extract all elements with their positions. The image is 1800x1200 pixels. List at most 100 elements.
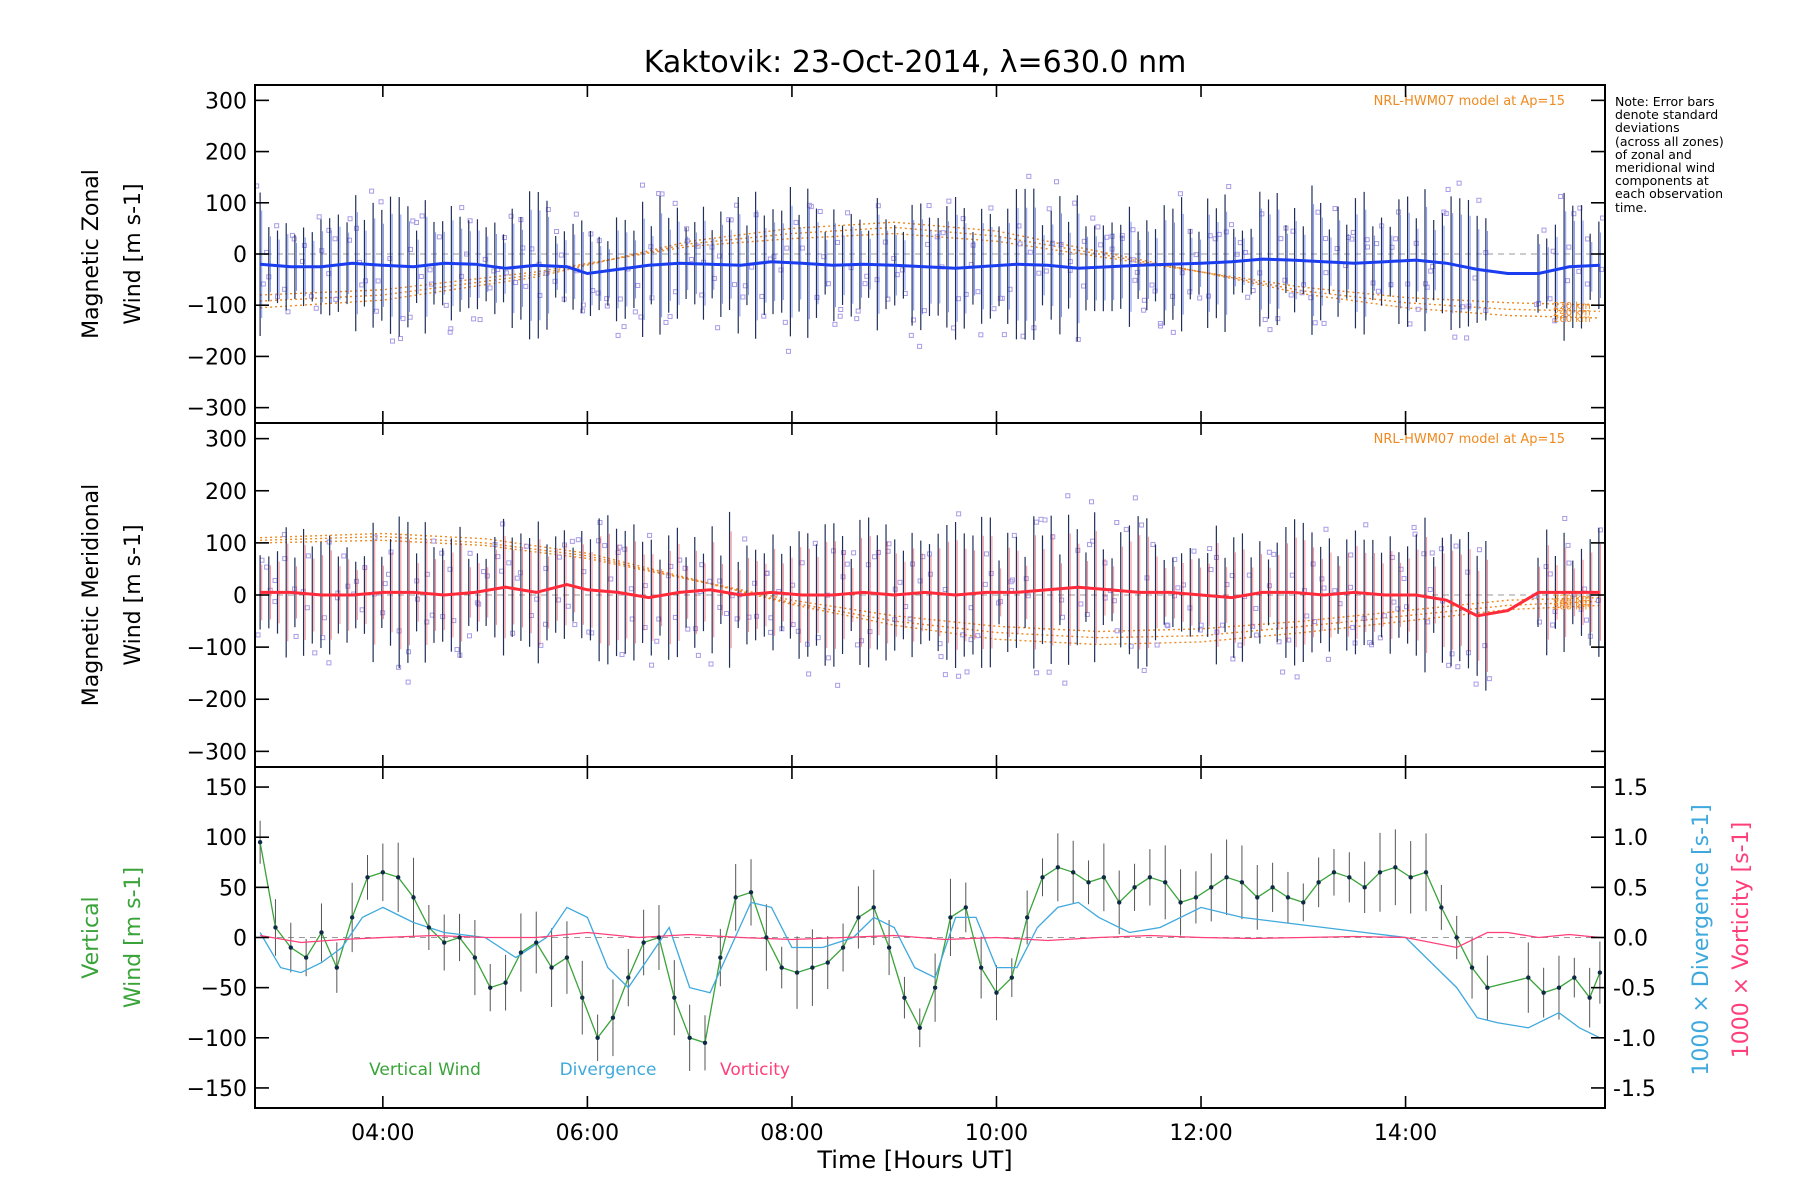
- vertical-wind-point: [1541, 990, 1546, 995]
- vertical-wind-point: [1040, 875, 1045, 880]
- vertical-wind-point: [365, 875, 370, 880]
- zonal-zone-sample: [552, 278, 558, 284]
- vertical-wind-point: [1193, 895, 1199, 900]
- zonal-zone-sample: [975, 289, 981, 295]
- zonal-zone-sample: [326, 227, 332, 233]
- meridional-zone-sample: [1566, 560, 1572, 566]
- zonal-zone-sample: [389, 338, 395, 344]
- zonal-zone-sample: [1566, 244, 1572, 250]
- zonal-zone-sample: [899, 267, 905, 273]
- y2-tick-label: -1.5: [1613, 1077, 1656, 1102]
- meridional-zone-sample: [1289, 572, 1295, 578]
- zonal-zone-sample: [615, 332, 621, 338]
- y2-tick-label: -0.5: [1613, 977, 1656, 1002]
- meridional-zone-sample: [1401, 575, 1407, 581]
- meridional-zone-sample: [1438, 546, 1444, 552]
- meridional-zone-sample: [768, 629, 774, 635]
- zonal-zone-sample: [1179, 270, 1185, 276]
- zonal-zone-sample: [656, 191, 662, 197]
- vertical-error-bars: [259, 820, 1601, 1071]
- zonal-zone-sample: [1600, 215, 1606, 221]
- zonal-zone-sample: [635, 282, 641, 288]
- zonal-zone-sample: [1585, 236, 1591, 242]
- meridional-zone-sample: [304, 605, 310, 611]
- meridional-zone-sample: [1547, 571, 1553, 577]
- zonal-zone-sample: [717, 253, 723, 259]
- zonal-zone-sample: [1141, 307, 1147, 313]
- zonal-zone-sample: [659, 191, 665, 197]
- meridional-zone-sample: [835, 682, 841, 688]
- zonal-zone-sample: [319, 248, 325, 254]
- meridional-zone-sample: [872, 554, 878, 560]
- zonal-zone-sample: [1130, 227, 1136, 233]
- zonal-zone-sample: [285, 309, 291, 315]
- vertical-wind-point: [672, 995, 677, 1000]
- vertical-wind-point: [1239, 880, 1245, 885]
- meridional-zone-sample: [1404, 604, 1410, 610]
- vertical-wind-point: [595, 1035, 600, 1040]
- y-tick-label: −200: [187, 688, 247, 713]
- zonal-zone-sample: [467, 218, 473, 224]
- meridional-zone-sample: [984, 551, 990, 557]
- meridional-zone-sample: [656, 616, 662, 622]
- zonal-zone-sample: [447, 329, 453, 335]
- meridional-zone-sample: [353, 578, 359, 584]
- meridional-zone-sample: [293, 633, 299, 639]
- error-bar-note: Note: Error bars denote standard deviati…: [1615, 94, 1724, 215]
- zonal-zone-sample: [418, 274, 424, 280]
- vertical-wind-point: [1408, 875, 1413, 880]
- zonal-zone-sample: [793, 219, 799, 225]
- zonal-zone-sample: [347, 237, 353, 243]
- zonal-zone-sample: [1576, 268, 1582, 274]
- y2-tick-label: 0.0: [1613, 927, 1648, 952]
- meridional-plot: [255, 493, 1605, 691]
- meridional-zone-sample: [1078, 601, 1084, 607]
- meridional-zone-sample: [825, 655, 831, 661]
- zonal-zone-sample: [1375, 288, 1381, 294]
- vertical-y-label-bottom: Wind [m s-1]: [121, 867, 146, 1008]
- meridional-zone-sample: [1132, 495, 1138, 501]
- x-tick-label: 04:00: [351, 1121, 414, 1146]
- meridional-zone-sample: [575, 537, 581, 543]
- vertical-wind-point: [871, 905, 876, 910]
- meridional-zone-sample: [1062, 680, 1068, 686]
- meridional-y-label-top: Magnetic Meridional: [79, 484, 104, 706]
- zonal-zone-sample: [1323, 236, 1329, 242]
- vertical-wind-point: [1224, 875, 1229, 880]
- zonal-zone-sample: [1242, 249, 1248, 255]
- legend-vertical-wind: Vertical Wind: [369, 1060, 481, 1080]
- zonal-zone-sample: [1407, 321, 1413, 327]
- vertical-wind-point: [1454, 935, 1459, 940]
- zonal-zone-sample: [1170, 329, 1176, 335]
- meridional-zone-sample: [523, 543, 529, 549]
- vertical-wind-point: [1270, 885, 1275, 890]
- vertical-wind-point: [1423, 870, 1429, 875]
- zonal-zone-sample: [554, 229, 560, 235]
- meridional-zone-sample: [717, 578, 723, 584]
- meridional-zone-sample: [1141, 667, 1147, 673]
- zonal-zone-sample: [960, 216, 966, 222]
- zonal-zone-sample: [375, 278, 381, 284]
- meridional-zone-sample: [1111, 598, 1117, 604]
- vertical-wind-point: [748, 890, 754, 895]
- vertical-wind-point: [1597, 970, 1603, 975]
- meridional-zone-sample: [1350, 624, 1356, 630]
- zonal-hwm-line-2: [260, 221, 1600, 319]
- zonal-zone-sample: [419, 213, 425, 219]
- zonal-zone-sample: [1308, 295, 1314, 301]
- meridional-zone-sample: [1411, 524, 1417, 530]
- zonal-zone-sample: [477, 317, 483, 323]
- zonal-zone-sample: [291, 236, 297, 242]
- vertical-wind-point: [794, 970, 800, 975]
- zonal-zone-sample: [1193, 252, 1199, 258]
- zonal-zone-sample: [1245, 294, 1251, 300]
- zonal-zone-sample: [301, 242, 307, 248]
- zonal-zone-sample: [835, 239, 841, 245]
- vertical-wind-point: [273, 925, 278, 930]
- zonal-zone-sample: [667, 314, 673, 320]
- meridional-zone-sample: [956, 511, 962, 517]
- meridional-zone-sample: [1377, 635, 1383, 641]
- zonal-zone-sample: [1464, 335, 1470, 341]
- meridional-zone-sample: [790, 622, 796, 628]
- zonal-zone-sample: [501, 235, 507, 241]
